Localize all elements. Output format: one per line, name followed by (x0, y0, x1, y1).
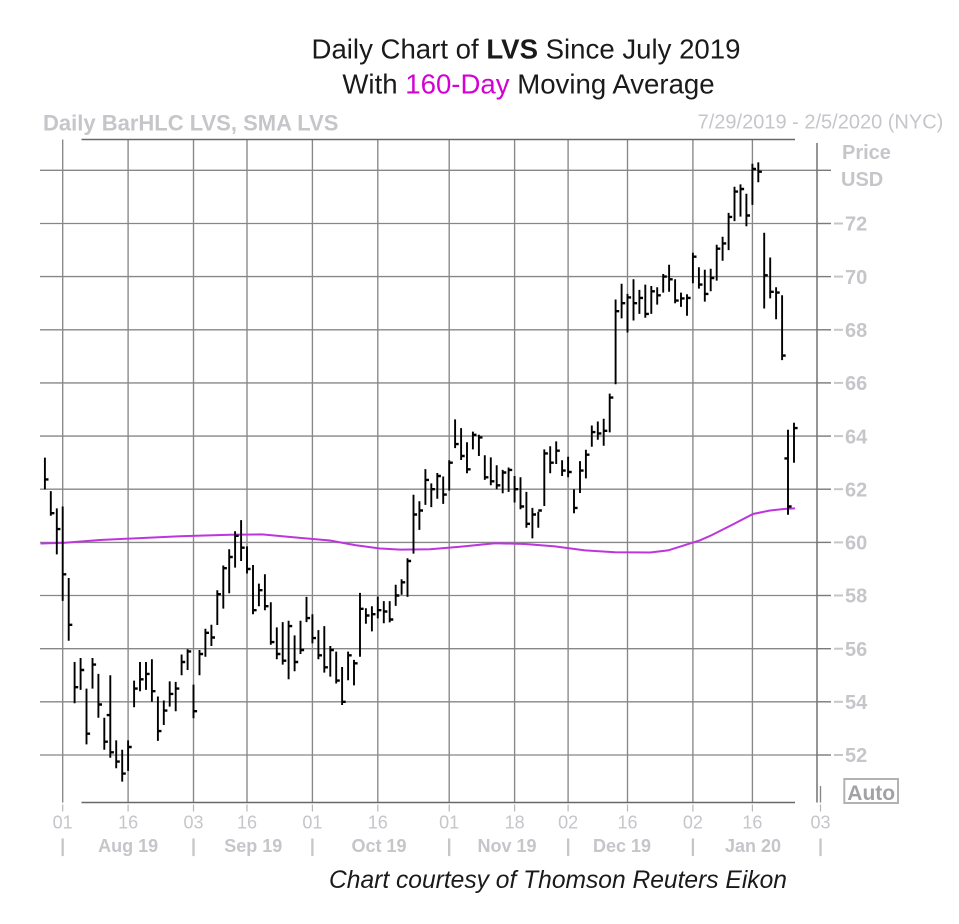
svg-text:Sep 19: Sep 19 (224, 836, 282, 856)
svg-text:Jan 20: Jan 20 (725, 836, 781, 856)
svg-text:|: | (447, 836, 452, 856)
svg-text:|: | (310, 836, 315, 856)
svg-text:72: 72 (845, 214, 867, 236)
svg-text:01: 01 (302, 813, 322, 833)
svg-text:7/29/2019 - 2/5/2020 (NYC): 7/29/2019 - 2/5/2020 (NYC) (698, 112, 944, 134)
svg-text:Dec 19: Dec 19 (593, 836, 651, 856)
svg-text:|: | (690, 836, 695, 856)
svg-text:54: 54 (845, 692, 868, 714)
svg-text:16: 16 (617, 813, 637, 833)
svg-text:USD: USD (841, 169, 883, 191)
svg-text:With 160-Day Moving Average: With 160-Day Moving Average (342, 69, 714, 100)
svg-text:|: | (60, 836, 65, 856)
svg-text:64: 64 (845, 426, 868, 448)
svg-text:03: 03 (810, 813, 830, 833)
svg-text:01: 01 (439, 813, 459, 833)
svg-text:Aug 19: Aug 19 (98, 836, 158, 856)
svg-text:Daily BarHLC LVS, SMA LVS: Daily BarHLC LVS, SMA LVS (43, 111, 338, 136)
svg-text:Auto: Auto (847, 782, 895, 805)
svg-text:62: 62 (845, 479, 867, 501)
svg-text:Daily Chart of LVS Since July: Daily Chart of LVS Since July 2019 (312, 34, 741, 65)
svg-text:52: 52 (845, 745, 867, 767)
svg-text:60: 60 (845, 533, 867, 555)
svg-text:58: 58 (845, 586, 867, 608)
svg-text:Price: Price (842, 142, 891, 164)
svg-text:16: 16 (368, 813, 388, 833)
svg-text:18: 18 (505, 813, 525, 833)
svg-text:66: 66 (845, 373, 867, 395)
svg-text:Chart courtesy of Thomson Reut: Chart courtesy of Thomson Reuters Eikon (329, 867, 787, 894)
svg-text:Nov 19: Nov 19 (477, 836, 536, 856)
svg-text:68: 68 (845, 320, 867, 342)
svg-text:|: | (566, 836, 571, 856)
svg-text:16: 16 (742, 813, 762, 833)
svg-text:03: 03 (183, 813, 203, 833)
svg-text:56: 56 (845, 639, 867, 661)
svg-text:01: 01 (53, 813, 73, 833)
svg-text:02: 02 (558, 813, 578, 833)
svg-text:16: 16 (118, 813, 138, 833)
svg-text:70: 70 (845, 267, 867, 289)
svg-text:16: 16 (237, 813, 257, 833)
svg-text:02: 02 (683, 813, 703, 833)
svg-text:|: | (818, 836, 823, 856)
svg-text:|: | (191, 836, 196, 856)
svg-text:Oct 19: Oct 19 (351, 836, 406, 856)
